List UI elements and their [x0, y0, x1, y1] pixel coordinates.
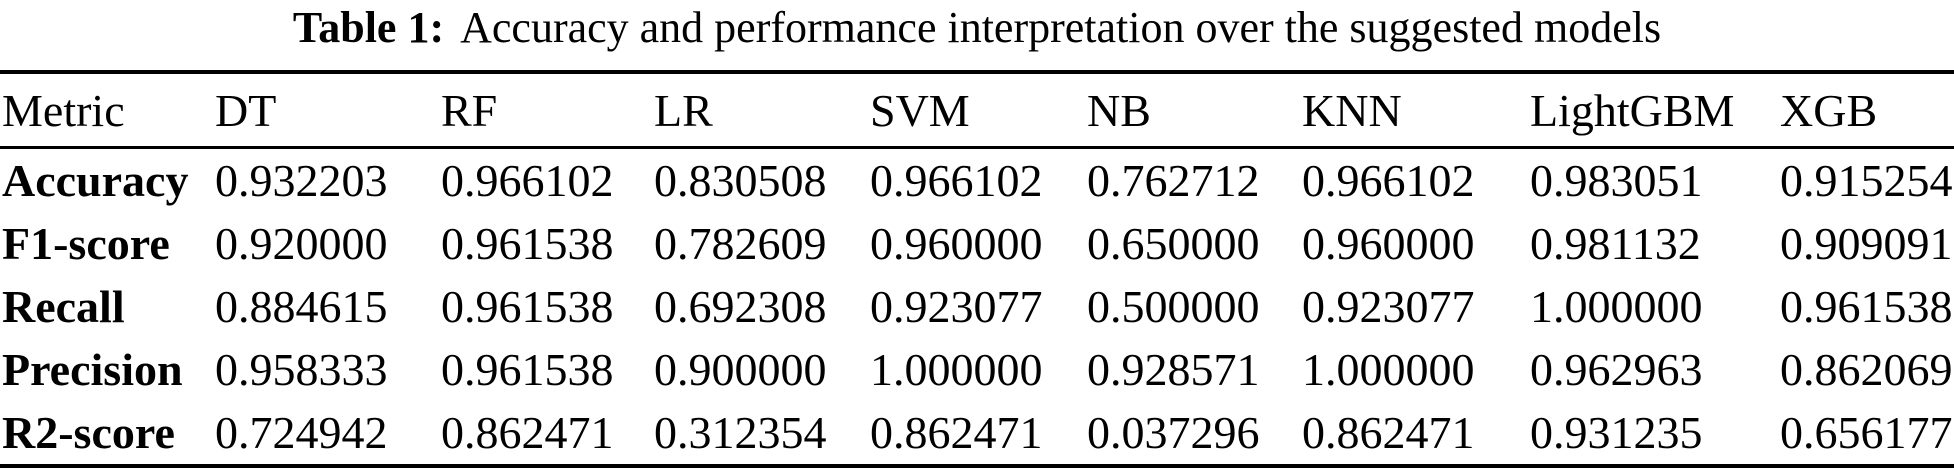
metric-value-cell: 0.960000	[870, 218, 1043, 269]
metric-value-cell: 0.037296	[1087, 407, 1260, 458]
table-row: F1-score 0.920000 0.961538 0.782609 0.960000…	[0, 212, 1954, 275]
metric-value-cell: 0.983051	[1530, 155, 1703, 206]
column-header-lightgbm: LightGBM	[1528, 72, 1778, 149]
metric-value-cell: 1.000000	[1302, 344, 1475, 395]
metric-value-cell: 0.966102	[870, 155, 1043, 206]
table-row: Precision 0.958333 0.961538 0.900000 1.00000…	[0, 338, 1954, 401]
metric-value-cell: 0.961538	[441, 281, 614, 332]
metric-name-cell: Accuracy	[2, 155, 189, 206]
metric-value-cell: 0.920000	[215, 218, 388, 269]
results-table: Metric DT RF LR SVM NB KNN LightGBM XGB …	[0, 70, 1954, 468]
metric-value-cell: 0.962963	[1530, 344, 1703, 395]
metric-name-cell: Recall	[2, 281, 125, 332]
caption-text: Accuracy and performance interpretation …	[460, 3, 1662, 52]
column-header-rf: RF	[439, 72, 652, 149]
table-caption: Table 1: Accuracy and performance interpr…	[0, 0, 1954, 62]
metric-value-cell: 0.862471	[870, 407, 1043, 458]
metric-value-cell: 0.923077	[870, 281, 1043, 332]
column-header-xgb: XGB	[1778, 72, 1954, 149]
metric-value-cell: 0.312354	[654, 407, 827, 458]
metric-value-cell: 0.958333	[215, 344, 388, 395]
metric-value-cell: 0.932203	[215, 155, 388, 206]
metric-value-cell: 0.862471	[1302, 407, 1475, 458]
metric-value-cell: 0.928571	[1087, 344, 1260, 395]
table-row: R2-score 0.724942 0.862471 0.312354 0.862471…	[0, 401, 1954, 466]
table-row: Recall 0.884615 0.961538 0.692308 0.923077 0.…	[0, 275, 1954, 338]
metric-value-cell: 0.961538	[1780, 281, 1953, 332]
metric-name-cell: F1-score	[2, 218, 170, 269]
column-header-lr: LR	[652, 72, 868, 149]
metric-value-cell: 0.960000	[1302, 218, 1475, 269]
metric-value-cell: 0.656177	[1780, 407, 1953, 458]
metric-value-cell: 0.961538	[441, 218, 614, 269]
metric-value-cell: 0.782609	[654, 218, 827, 269]
table-row: Accuracy 0.932203 0.966102 0.830508 0.966102…	[0, 148, 1954, 213]
metric-value-cell: 0.762712	[1087, 155, 1260, 206]
metric-value-cell: 0.884615	[215, 281, 388, 332]
metric-value-cell: 0.915254	[1780, 155, 1953, 206]
column-header-knn: KNN	[1300, 72, 1528, 149]
metric-value-cell: 0.900000	[654, 344, 827, 395]
metric-value-cell: 0.500000	[1087, 281, 1260, 332]
column-header-dt: DT	[213, 72, 439, 149]
column-header-svm: SVM	[868, 72, 1085, 149]
metric-name-cell: R2-score	[2, 407, 175, 458]
metric-value-cell: 0.692308	[654, 281, 827, 332]
table-body: Accuracy 0.932203 0.966102 0.830508 0.966102…	[0, 148, 1954, 467]
metric-name-cell: Precision	[2, 344, 183, 395]
metric-value-cell: 0.966102	[1302, 155, 1475, 206]
metric-value-cell: 0.862069	[1780, 344, 1953, 395]
metric-value-cell: 0.966102	[441, 155, 614, 206]
metric-value-cell: 1.000000	[870, 344, 1043, 395]
metric-value-cell: 0.981132	[1530, 218, 1701, 269]
column-header-nb: NB	[1085, 72, 1300, 149]
metric-value-cell: 0.650000	[1087, 218, 1260, 269]
caption-label: Table 1:	[292, 3, 445, 52]
metric-value-cell: 0.830508	[654, 155, 827, 206]
metric-value-cell: 1.000000	[1530, 281, 1703, 332]
metric-value-cell: 0.862471	[441, 407, 614, 458]
header-row: Metric DT RF LR SVM NB KNN LightGBM XGB	[0, 72, 1954, 149]
column-header-metric: Metric	[0, 72, 213, 149]
metric-value-cell: 0.931235	[1530, 407, 1703, 458]
metric-value-cell: 0.961538	[441, 344, 614, 395]
metric-value-cell: 0.909091	[1780, 218, 1953, 269]
metric-value-cell: 0.724942	[215, 407, 388, 458]
metric-value-cell: 0.923077	[1302, 281, 1475, 332]
